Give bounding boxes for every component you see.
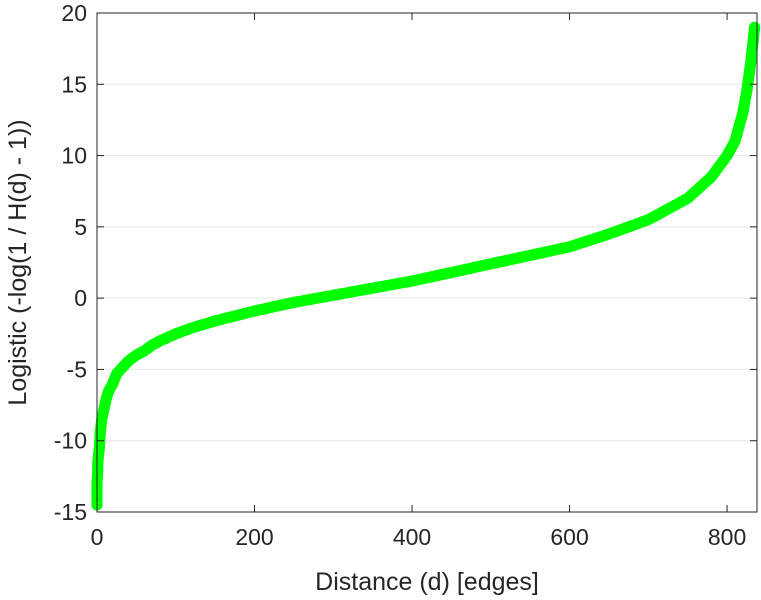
y-tick-label: 15 (61, 71, 87, 97)
y-tick-label: -10 (54, 428, 87, 454)
y-tick-label: -5 (67, 356, 87, 382)
grid (97, 12, 757, 513)
x-tick-label: 800 (708, 524, 746, 550)
y-axis-label: Logistic (-log(1 / H(d) - 1)) (4, 119, 32, 405)
x-tick-label: 400 (393, 524, 431, 550)
y-tick-label: -15 (54, 499, 87, 525)
y-tick-label: 10 (61, 143, 87, 169)
data-point (748, 21, 761, 33)
y-tick-label: 20 (61, 0, 87, 26)
data-points (91, 21, 761, 511)
y-tick-label: 5 (74, 214, 87, 240)
x-axis-label: Distance (d) [edges] (315, 568, 539, 596)
x-tick-label: 600 (550, 524, 588, 550)
x-tick-label: 0 (91, 524, 104, 550)
y-tick-label: 0 (74, 285, 87, 311)
x-tick-label: 200 (235, 524, 273, 550)
plot-frame (96, 12, 758, 513)
